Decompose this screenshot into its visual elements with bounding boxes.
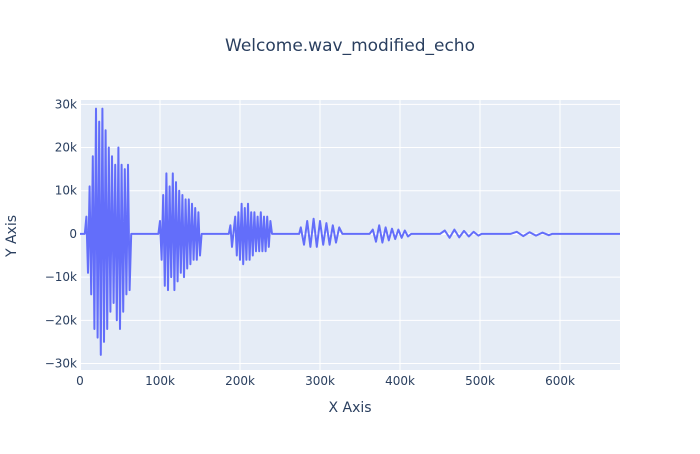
x-tick-label: 400k bbox=[385, 374, 415, 388]
x-tick-label: 200k bbox=[225, 374, 255, 388]
y-tick-label: −20k bbox=[45, 313, 77, 327]
x-tick-label: 500k bbox=[465, 374, 495, 388]
x-tick-label: 100k bbox=[145, 374, 175, 388]
y-tick-label: 20k bbox=[55, 141, 77, 155]
waveform-series-line[interactable] bbox=[80, 107, 620, 356]
y-tick-label: −30k bbox=[45, 357, 77, 371]
series-layer bbox=[80, 107, 620, 356]
x-tick-label: 0 bbox=[76, 374, 84, 388]
y-tick-label: 30k bbox=[55, 97, 77, 111]
y-tick-label: −10k bbox=[45, 270, 77, 284]
y-axis-title: Y Axis bbox=[4, 215, 20, 258]
y-tick-label: 0 bbox=[69, 227, 77, 241]
tick-labels: 0 100k 200k 300k 400k 500k 600k 30k 20k 10k 0 −10k −… bbox=[45, 97, 575, 388]
x-tick-label: 600k bbox=[545, 374, 575, 388]
y-tick-label: 10k bbox=[55, 184, 77, 198]
chart-title: Welcome.wav_modified_echo bbox=[225, 36, 475, 56]
x-tick-label: 300k bbox=[305, 374, 335, 388]
x-axis-title: X Axis bbox=[328, 400, 371, 416]
